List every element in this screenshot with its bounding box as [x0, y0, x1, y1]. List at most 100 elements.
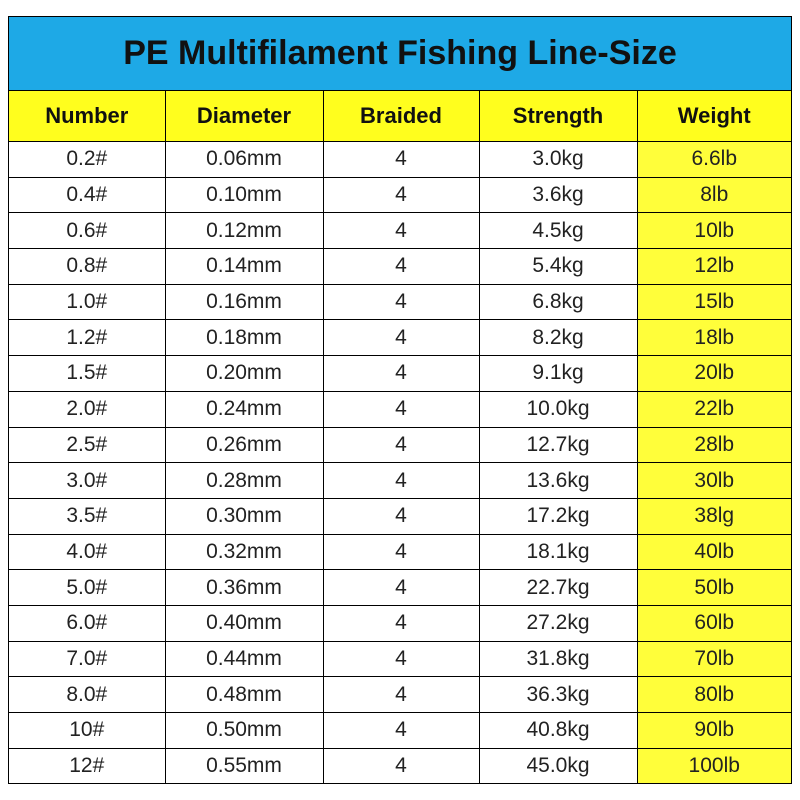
diameter-cell: 0.36mm	[164, 569, 324, 606]
table-row: 1.0# 0.16mm 4 6.8kg 15lb	[9, 283, 791, 321]
table-row: 4.0# 0.32mm 4 18.1kg 40lb	[9, 533, 791, 571]
braided-cell: 4	[322, 533, 480, 571]
table-row: 0.2# 0.06mm 4 3.0kg 6.6lb	[9, 141, 791, 178]
header-number: Number	[9, 91, 166, 142]
strength-cell: 5.4kg	[478, 248, 638, 285]
diameter-cell: 0.55mm	[164, 747, 324, 784]
diameter-cell: 0.18mm	[164, 319, 324, 357]
diameter-cell: 0.48mm	[164, 676, 324, 713]
weight-cell: 80lb	[636, 676, 791, 713]
strength-cell: 9.1kg	[478, 355, 638, 392]
weight-cell: 28lb	[636, 426, 791, 464]
braided-cell: 4	[322, 640, 480, 678]
braided-cell: 4	[322, 676, 480, 713]
table-row: 0.8# 0.14mm 4 5.4kg 12lb	[9, 248, 791, 285]
weight-cell: 40lb	[636, 533, 791, 571]
strength-cell: 4.5kg	[478, 212, 638, 250]
weight-cell: 100lb	[636, 747, 791, 784]
number-cell: 0.6#	[9, 212, 166, 250]
strength-cell: 8.2kg	[478, 319, 638, 357]
weight-cell: 6.6lb	[636, 141, 791, 178]
header-diameter: Diameter	[164, 91, 324, 142]
table-row: 8.0# 0.48mm 4 36.3kg 80lb	[9, 676, 791, 713]
number-cell: 1.0#	[9, 283, 166, 321]
braided-cell: 4	[322, 712, 480, 749]
braided-cell: 4	[322, 319, 480, 357]
braided-cell: 4	[322, 141, 480, 178]
weight-cell: 8lb	[636, 176, 791, 214]
strength-cell: 12.7kg	[478, 426, 638, 464]
number-cell: 5.0#	[9, 569, 166, 606]
weight-cell: 18lb	[636, 319, 791, 357]
strength-cell: 17.2kg	[478, 497, 638, 535]
strength-cell: 45.0kg	[478, 747, 638, 784]
weight-cell: 90lb	[636, 712, 791, 749]
braided-cell: 4	[322, 604, 480, 642]
braided-cell: 4	[322, 569, 480, 606]
number-cell: 4.0#	[9, 533, 166, 571]
diameter-cell: 0.12mm	[164, 212, 324, 250]
table-row: 3.0# 0.28mm 4 13.6kg 30lb	[9, 462, 791, 499]
table-row: 0.6# 0.12mm 4 4.5kg 10lb	[9, 212, 791, 250]
diameter-cell: 0.50mm	[164, 712, 324, 749]
braided-cell: 4	[322, 176, 480, 214]
strength-cell: 6.8kg	[478, 283, 638, 321]
weight-cell: 70lb	[636, 640, 791, 678]
weight-cell: 12lb	[636, 248, 791, 285]
diameter-cell: 0.14mm	[164, 248, 324, 285]
weight-cell: 22lb	[636, 390, 791, 428]
diameter-cell: 0.32mm	[164, 533, 324, 571]
weight-cell: 15lb	[636, 283, 791, 321]
table-row: 1.5# 0.20mm 4 9.1kg 20lb	[9, 355, 791, 392]
strength-cell: 13.6kg	[478, 462, 638, 499]
header-braided: Braided	[322, 91, 480, 142]
weight-cell: 60lb	[636, 604, 791, 642]
number-cell: 0.2#	[9, 141, 166, 178]
size-chart: PE Multifilament Fishing Line-Size Numbe…	[8, 16, 792, 785]
diameter-cell: 0.44mm	[164, 640, 324, 678]
strength-cell: 40.8kg	[478, 712, 638, 749]
chart-title: PE Multifilament Fishing Line-Size	[9, 17, 791, 91]
diameter-cell: 0.16mm	[164, 283, 324, 321]
strength-cell: 3.6kg	[478, 176, 638, 214]
braided-cell: 4	[322, 462, 480, 499]
diameter-cell: 0.26mm	[164, 426, 324, 464]
table-row: 2.5# 0.26mm 4 12.7kg 28lb	[9, 426, 791, 464]
weight-cell: 38lg	[636, 497, 791, 535]
strength-cell: 31.8kg	[478, 640, 638, 678]
table-row: 10# 0.50mm 4 40.8kg 90lb	[9, 712, 791, 749]
table-row: 6.0# 0.40mm 4 27.2kg 60lb	[9, 604, 791, 642]
number-cell: 3.5#	[9, 497, 166, 535]
braided-cell: 4	[322, 283, 480, 321]
header-weight: Weight	[636, 91, 791, 142]
strength-cell: 22.7kg	[478, 569, 638, 606]
braided-cell: 4	[322, 390, 480, 428]
size-table: Number Diameter Braided Strength Weight …	[9, 91, 791, 784]
diameter-cell: 0.28mm	[164, 462, 324, 499]
diameter-cell: 0.24mm	[164, 390, 324, 428]
strength-cell: 27.2kg	[478, 604, 638, 642]
number-cell: 10#	[9, 712, 166, 749]
header-row: Number Diameter Braided Strength Weight	[9, 91, 791, 142]
number-cell: 0.8#	[9, 248, 166, 285]
braided-cell: 4	[322, 426, 480, 464]
number-cell: 3.0#	[9, 462, 166, 499]
strength-cell: 10.0kg	[478, 390, 638, 428]
table-row: 12# 0.55mm 4 45.0kg 100lb	[9, 747, 791, 784]
diameter-cell: 0.20mm	[164, 355, 324, 392]
braided-cell: 4	[322, 248, 480, 285]
weight-cell: 50lb	[636, 569, 791, 606]
diameter-cell: 0.30mm	[164, 497, 324, 535]
table-body: 0.2# 0.06mm 4 3.0kg 6.6lb 0.4# 0.10mm 4 3.6kg 8lb…	[9, 141, 791, 784]
table-row: 5.0# 0.36mm 4 22.7kg 50lb	[9, 569, 791, 606]
diameter-cell: 0.10mm	[164, 176, 324, 214]
diameter-cell: 0.06mm	[164, 141, 324, 178]
strength-cell: 3.0kg	[478, 141, 638, 178]
braided-cell: 4	[322, 497, 480, 535]
weight-cell: 30lb	[636, 462, 791, 499]
strength-cell: 36.3kg	[478, 676, 638, 713]
diameter-cell: 0.40mm	[164, 604, 324, 642]
number-cell: 1.5#	[9, 355, 166, 392]
braided-cell: 4	[322, 212, 480, 250]
number-cell: 2.5#	[9, 426, 166, 464]
